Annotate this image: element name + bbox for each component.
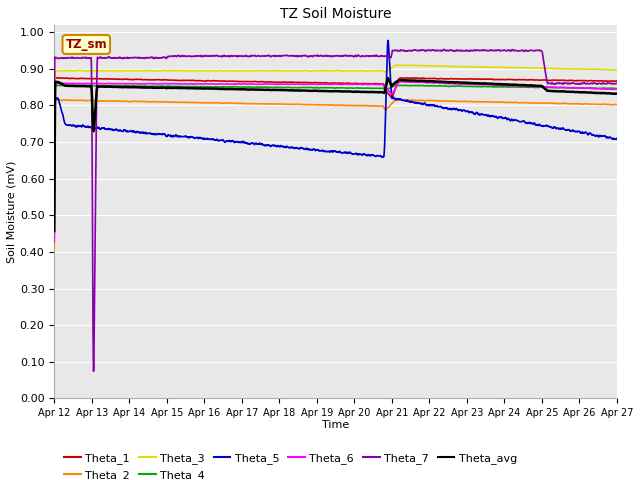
Theta_4 — [393, 83, 401, 88]
Theta_4 — [51, 239, 58, 245]
Theta_1 — [536, 77, 543, 83]
Theta_7 — [570, 80, 577, 86]
Theta_3 — [110, 68, 118, 73]
Theta_1 — [51, 235, 58, 241]
Theta_5 — [536, 121, 543, 127]
Theta_1 — [240, 79, 248, 84]
Theta_2 — [51, 246, 58, 252]
Theta_1 — [51, 75, 59, 81]
Theta_5 — [391, 96, 399, 102]
Theta_3 — [240, 68, 248, 74]
Line: Theta_6: Theta_6 — [54, 82, 640, 241]
Theta_7 — [51, 191, 58, 197]
Theta_4 — [390, 83, 398, 89]
Theta_4 — [536, 84, 543, 90]
Theta_5 — [570, 128, 577, 133]
Theta_7 — [111, 55, 118, 61]
Theta_4 — [570, 85, 577, 91]
Theta_3 — [392, 62, 400, 68]
Theta_5 — [384, 37, 392, 43]
Theta_5 — [51, 216, 58, 222]
X-axis label: Time: Time — [322, 420, 349, 430]
Theta_7 — [90, 368, 97, 374]
Line: Theta_2: Theta_2 — [54, 100, 640, 249]
Theta_3 — [51, 232, 58, 238]
Theta_5 — [240, 139, 248, 145]
Theta_7 — [240, 53, 248, 59]
Theta_5 — [110, 127, 118, 132]
Theta_2 — [536, 100, 543, 106]
Theta_3 — [570, 66, 577, 72]
Theta_avg — [391, 80, 399, 86]
Theta_6 — [390, 87, 398, 93]
Theta_avg — [110, 84, 118, 90]
Theta_6 — [570, 85, 577, 91]
Theta_4 — [110, 83, 118, 89]
Theta_6 — [51, 238, 58, 244]
Legend: Theta_1, Theta_2, Theta_3, Theta_4, Theta_5, Theta_6, Theta_7, Theta_avg: Theta_1, Theta_2, Theta_3, Theta_4, Thet… — [60, 449, 522, 480]
Theta_avg — [240, 86, 248, 92]
Theta_7 — [536, 48, 543, 53]
Theta_avg — [51, 228, 58, 234]
Theta_1 — [391, 87, 399, 93]
Theta_1 — [111, 76, 118, 82]
Theta_1 — [570, 78, 577, 84]
Theta_6 — [536, 84, 543, 90]
Theta_2 — [240, 101, 248, 107]
Line: Theta_7: Theta_7 — [54, 49, 640, 371]
Theta_avg — [536, 83, 543, 89]
Theta_4 — [240, 84, 248, 90]
Title: TZ Soil Moisture: TZ Soil Moisture — [280, 7, 391, 21]
Theta_6 — [240, 81, 248, 86]
Theta_6 — [110, 81, 118, 86]
Line: Theta_avg: Theta_avg — [54, 78, 640, 231]
Theta_avg — [570, 89, 577, 95]
Theta_2 — [397, 97, 404, 103]
Theta_3 — [390, 63, 398, 69]
Theta_3 — [536, 65, 543, 71]
Theta_avg — [384, 75, 392, 81]
Y-axis label: Soil Moisture (mV): Soil Moisture (mV) — [7, 160, 17, 263]
Line: Theta_5: Theta_5 — [54, 40, 640, 247]
Line: Theta_1: Theta_1 — [54, 78, 640, 238]
Theta_7 — [440, 47, 448, 52]
Theta_2 — [570, 101, 577, 107]
Theta_7 — [391, 48, 399, 53]
Line: Theta_3: Theta_3 — [54, 65, 640, 235]
Theta_2 — [390, 98, 398, 104]
Line: Theta_4: Theta_4 — [54, 85, 640, 242]
Theta_6 — [396, 79, 404, 84]
Text: TZ_sm: TZ_sm — [65, 38, 107, 51]
Theta_2 — [110, 98, 118, 104]
